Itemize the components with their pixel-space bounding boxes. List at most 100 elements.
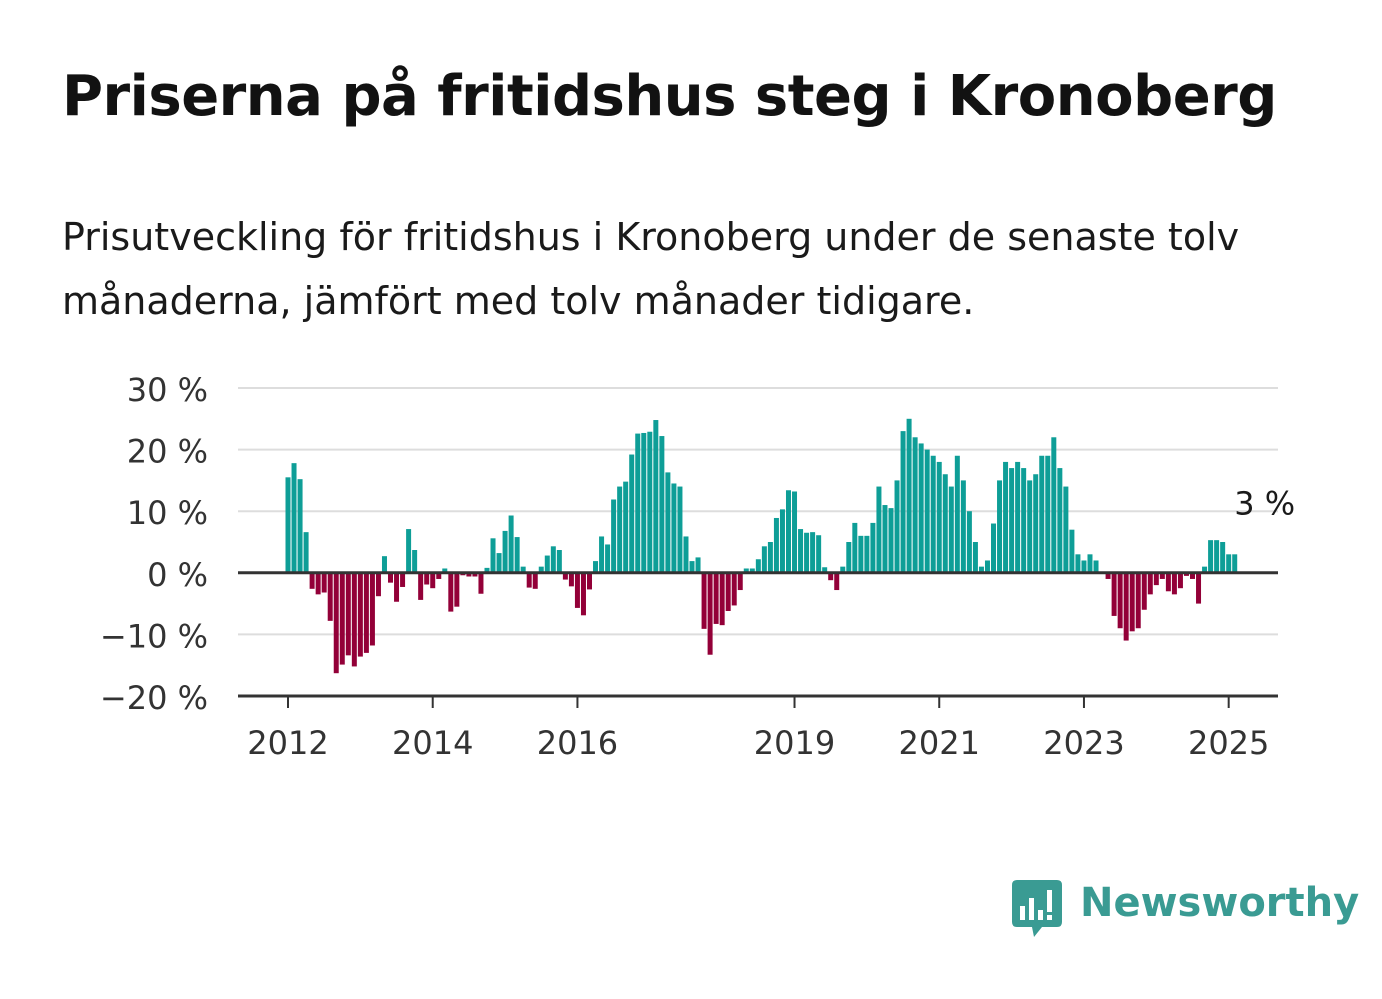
bar — [538, 566, 544, 573]
newsworthy-logo: Newsworthy — [1012, 878, 1359, 942]
bar — [629, 454, 635, 573]
bar — [882, 505, 888, 573]
bar — [291, 463, 297, 573]
bar — [737, 572, 743, 591]
bar — [1147, 572, 1153, 595]
bar — [1117, 572, 1123, 629]
bar — [1111, 572, 1117, 616]
y-tick-label: 0 % — [147, 556, 208, 594]
bar — [900, 431, 906, 573]
bar — [966, 511, 972, 573]
bar — [767, 542, 773, 573]
bar — [816, 535, 822, 573]
bar — [822, 567, 828, 573]
bar — [798, 529, 804, 573]
bar — [526, 572, 532, 588]
bar — [1165, 572, 1171, 592]
bar — [858, 535, 864, 573]
bar — [779, 509, 785, 573]
bar — [1159, 572, 1165, 579]
bar — [677, 486, 683, 573]
bar — [773, 517, 779, 573]
bar — [834, 572, 840, 591]
bar — [562, 572, 568, 580]
x-tick-label: 2025 — [1188, 724, 1269, 762]
bar — [412, 550, 418, 573]
bar — [689, 561, 695, 573]
bar — [761, 546, 767, 573]
bar — [749, 568, 755, 573]
bar — [1183, 572, 1189, 576]
bar — [388, 572, 394, 583]
bar — [1093, 560, 1099, 573]
y-tick-label: 20 % — [127, 433, 208, 471]
bar — [1069, 529, 1075, 573]
gridlines — [238, 387, 1278, 636]
bars — [285, 418, 1238, 674]
bar — [701, 572, 707, 629]
bar — [1214, 540, 1220, 573]
chart-title: Priserna på fritidshus steg i Kronoberg — [62, 64, 1277, 129]
bar — [641, 432, 647, 573]
bar — [430, 572, 436, 589]
bar — [755, 559, 761, 573]
bar — [743, 568, 749, 573]
bar — [948, 486, 954, 573]
bar — [568, 572, 574, 587]
bar — [556, 550, 562, 573]
x-tick-label: 2019 — [754, 724, 835, 762]
bar — [1220, 542, 1226, 573]
bar — [665, 472, 671, 573]
bar — [514, 537, 520, 573]
bar — [363, 572, 369, 653]
bar — [375, 572, 381, 597]
bar — [418, 572, 424, 600]
bar — [1105, 572, 1111, 579]
bar — [1081, 560, 1087, 573]
bar — [605, 544, 611, 573]
bar — [792, 491, 798, 573]
bar — [725, 572, 731, 611]
bar — [472, 572, 478, 577]
bar — [611, 499, 617, 573]
bar — [960, 480, 966, 573]
bar — [623, 481, 629, 573]
bar — [1196, 572, 1202, 604]
bar — [454, 572, 460, 607]
bar — [719, 572, 725, 626]
bar — [580, 572, 586, 616]
bar — [876, 486, 882, 573]
bar — [1009, 468, 1015, 573]
bar — [315, 572, 321, 595]
bar — [406, 529, 412, 573]
bar — [846, 542, 852, 573]
bar — [550, 546, 556, 573]
bar — [912, 437, 918, 573]
bar — [496, 553, 502, 573]
bar — [381, 556, 387, 573]
bar — [351, 572, 357, 667]
bar — [1226, 554, 1232, 573]
bar — [954, 455, 960, 573]
bar — [810, 532, 816, 573]
bar — [448, 572, 454, 612]
bar — [599, 536, 605, 573]
bar — [1087, 554, 1093, 573]
bar — [984, 560, 990, 573]
bar — [635, 433, 641, 573]
bar-chart-speech-bubble-icon — [1012, 880, 1062, 937]
bar — [333, 572, 339, 674]
bar — [339, 572, 345, 665]
bar — [936, 461, 942, 573]
bar — [357, 572, 363, 657]
y-tick-label: −20 % — [100, 679, 208, 717]
bar — [683, 536, 689, 573]
bar — [1039, 455, 1045, 573]
x-tick-label: 2014 — [392, 724, 473, 762]
bar — [1021, 468, 1027, 573]
bar — [991, 523, 997, 573]
bar — [1232, 554, 1238, 573]
bar — [1003, 461, 1009, 573]
last-value-label: 3 % — [1234, 484, 1295, 522]
bar — [785, 490, 791, 573]
